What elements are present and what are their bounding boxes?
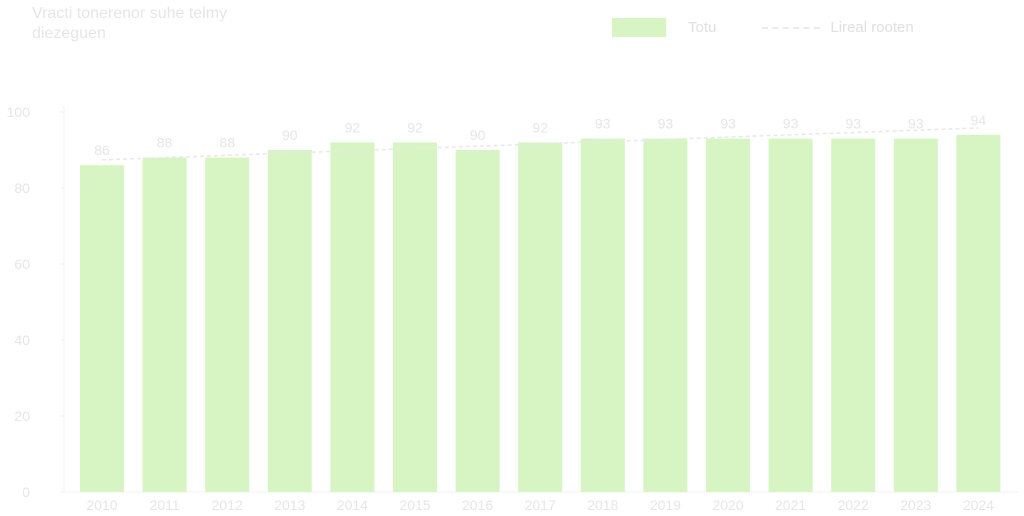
y-tick-label: 80: [14, 180, 30, 196]
bar: [768, 138, 813, 492]
bar: [831, 138, 876, 492]
x-tick-label: 2010: [86, 497, 117, 513]
data-label: 88: [219, 135, 235, 151]
bar: [580, 138, 625, 492]
x-tick-label: 2023: [900, 497, 931, 513]
legend-label-trend: Lireal rooten: [830, 19, 914, 36]
data-label: 90: [470, 127, 486, 143]
y-tick-label: 40: [14, 332, 30, 348]
bar: [393, 142, 437, 492]
chart-title: Vracti tonerenor suhe telmy diezeguen: [32, 4, 227, 44]
x-tick-label: 2014: [337, 497, 368, 513]
chart-title-line-2: diezeguen: [32, 25, 106, 42]
x-tick-label: 2015: [399, 497, 430, 513]
data-label: 93: [720, 116, 736, 132]
legend-swatch-bars: [612, 18, 666, 37]
y-tick-label: 0: [22, 484, 30, 500]
data-label: 93: [845, 116, 861, 132]
data-label: 93: [595, 116, 611, 132]
bar: [643, 138, 688, 492]
legend-swatch-trend: [762, 26, 821, 29]
data-label: 86: [94, 142, 110, 158]
data-label: 92: [407, 119, 423, 135]
bar: [706, 138, 750, 492]
data-label: 90: [282, 127, 298, 143]
data-label: 92: [345, 119, 361, 135]
data-label: 93: [908, 116, 924, 132]
x-tick-label: 2011: [150, 497, 180, 513]
x-tick-label: 2022: [838, 497, 869, 513]
y-tick-label: 60: [14, 256, 30, 272]
x-tick-label: 2018: [587, 497, 618, 513]
x-tick-label: 2013: [274, 497, 305, 513]
x-tick-label: 2024: [963, 497, 994, 513]
y-tick-label: 20: [14, 408, 30, 424]
x-tick-label: 2017: [525, 497, 556, 513]
bar: [205, 157, 250, 492]
data-label: 93: [783, 116, 799, 132]
bar: [80, 165, 124, 492]
bar: [893, 138, 938, 492]
data-label: 94: [971, 112, 987, 128]
bar: [956, 134, 1001, 493]
bar: [330, 142, 375, 492]
bar: [518, 142, 563, 492]
x-tick-label: 2016: [462, 497, 493, 513]
chart-title-line-1: Vracti tonerenor suhe telmy: [32, 5, 228, 22]
x-tick-label: 2019: [650, 497, 681, 513]
data-label: 92: [532, 119, 548, 135]
x-tick-label: 2020: [712, 497, 743, 513]
y-tick-label: 100: [7, 104, 31, 120]
trend-line: [101, 127, 979, 161]
x-tick-label: 2012: [212, 497, 243, 513]
data-label: 93: [658, 116, 674, 132]
bar: [455, 150, 500, 492]
legend: Totu Lireal rooten: [612, 18, 914, 37]
data-label: 88: [157, 135, 173, 151]
legend-label-bars: Totu: [688, 19, 717, 36]
x-tick-label: 2021: [775, 497, 806, 513]
bar: [267, 150, 312, 492]
bar: [142, 157, 187, 492]
